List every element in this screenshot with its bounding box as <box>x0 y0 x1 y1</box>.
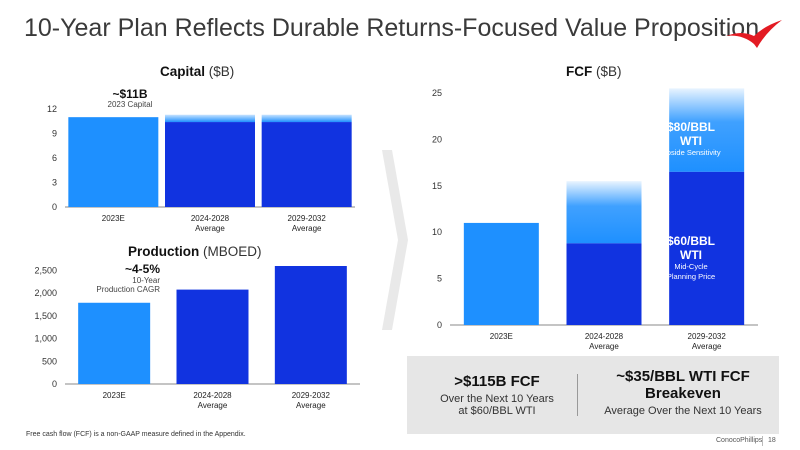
fcf-category-label: Average <box>692 342 722 351</box>
capital-ytick-label: 0 <box>52 202 57 212</box>
capital-ytick-label: 12 <box>47 104 57 114</box>
production-callout-label-1: 10-Year <box>132 276 160 285</box>
fcf-chart-title: FCF ($B) <box>566 64 622 79</box>
fcf-ytick-label: 20 <box>432 134 442 144</box>
fcf-bar-60-wti <box>463 222 539 325</box>
fcf-category-label: 2029-2032 <box>688 332 727 341</box>
logo-swoosh <box>726 20 782 48</box>
production-category-label: Average <box>198 401 228 410</box>
fcf-category-label: Average <box>589 342 619 351</box>
fcf-bar-80-wti <box>669 88 745 172</box>
fcf-lower-sub-1: Mid-Cycle <box>674 262 708 271</box>
production-bar <box>176 289 249 384</box>
fcf-ytick-label: 15 <box>432 181 442 191</box>
capital-callout-label: 2023 Capital <box>107 100 153 109</box>
kpi-right-big-1: ~$35/BBL WTI FCF <box>616 368 750 385</box>
fcf-lower-label-1: $60/BBL <box>666 234 716 248</box>
production-category-label: 2029-2032 <box>292 391 331 400</box>
fcf-upper-label-1: $80/BBL <box>666 120 716 134</box>
footer-divider <box>762 436 763 446</box>
production-bar <box>274 266 347 384</box>
fcf-bar-60-wti <box>669 171 745 325</box>
production-category-label: 2023E <box>103 391 126 400</box>
footer-brand: ConocoPhillips <box>716 437 763 444</box>
arrow-shape <box>382 150 408 330</box>
capital-category-label: Average <box>195 224 225 233</box>
fcf-ytick-label: 25 <box>432 88 442 98</box>
capital-ytick-label: 6 <box>52 153 57 163</box>
kpi-right-small: Average Over the Next 10 Years <box>604 405 762 417</box>
fcf-ytick-label: 0 <box>437 320 442 330</box>
kpi-divider <box>577 374 578 416</box>
kpi-right-big-2: Breakeven <box>645 385 721 402</box>
fcf-category-label: 2023E <box>490 332 513 341</box>
capital-callout-value: ~$11B <box>112 87 148 101</box>
production-ytick-label: 1,000 <box>34 334 57 344</box>
production-callout-value: ~4-5% <box>124 262 160 276</box>
production-ytick-label: 500 <box>42 356 57 366</box>
fcf-upper-label-2: WTI <box>680 134 702 148</box>
kpi-left: >$115B FCF Over the Next 10 Years at $60… <box>407 373 587 417</box>
capital-category-label: 2024-2028 <box>191 214 230 223</box>
capital-bar <box>261 122 352 207</box>
capital-bar <box>165 122 255 207</box>
production-ytick-label: 1,500 <box>34 311 57 321</box>
kpi-box: >$115B FCF Over the Next 10 Years at $60… <box>407 356 779 434</box>
kpi-left-big: >$115B FCF <box>454 373 540 390</box>
capital-range-band <box>165 114 255 123</box>
capital-ytick-label: 9 <box>52 129 57 139</box>
company-logo-icon <box>726 20 782 48</box>
capital-category-label: 2029-2032 <box>288 214 327 223</box>
kpi-right: ~$35/BBL WTI FCF Breakeven Average Over … <box>587 368 779 417</box>
capital-chart-title: Capital ($B) <box>160 64 235 79</box>
production-category-label: Average <box>296 401 326 410</box>
fcf-lower-label-2: WTI <box>680 248 702 262</box>
capital-range-band <box>261 114 352 123</box>
production-ytick-label: 2,000 <box>34 288 57 298</box>
capital-category-label: 2023E <box>102 214 125 223</box>
fcf-bar-80-wti <box>566 181 642 244</box>
fcf-ytick-label: 5 <box>437 274 442 284</box>
page-number: 18 <box>768 437 776 444</box>
fcf-category-label: 2024-2028 <box>585 332 624 341</box>
production-callout-label-2: Production CAGR <box>96 285 160 294</box>
slide-title: 10-Year Plan Reflects Durable Returns-Fo… <box>24 14 760 42</box>
kpi-left-small-2: at $60/BBL WTI <box>458 405 536 417</box>
footnote: Free cash flow (FCF) is a non-GAAP measu… <box>26 431 246 438</box>
production-chart-title: Production (MBOED) <box>128 244 262 259</box>
fcf-bar-60-wti <box>566 243 642 325</box>
fcf-upper-sub: Upside Sensitivity <box>661 148 721 157</box>
production-bar <box>78 302 151 384</box>
production-callout: ~4-5% 10-Year Production CAGR <box>80 262 160 294</box>
production-ytick-label: 0 <box>52 379 57 389</box>
fcf-upper-label: $80/BBL WTI Upside Sensitivity <box>653 120 729 158</box>
fcf-ytick-label: 10 <box>432 227 442 237</box>
production-category-label: 2024-2028 <box>193 391 232 400</box>
fcf-lower-sub-2: Planning Price <box>666 272 716 281</box>
capital-category-label: Average <box>292 224 322 233</box>
capital-ytick-label: 3 <box>52 178 57 188</box>
kpi-left-small-1: Over the Next 10 Years <box>440 393 554 405</box>
production-ytick-label: 2,500 <box>34 266 57 276</box>
capital-callout: ~$11B 2023 Capital <box>100 87 160 109</box>
fcf-lower-label: $60/BBL WTI Mid-Cycle Planning Price <box>653 234 729 282</box>
capital-bar <box>68 117 159 207</box>
